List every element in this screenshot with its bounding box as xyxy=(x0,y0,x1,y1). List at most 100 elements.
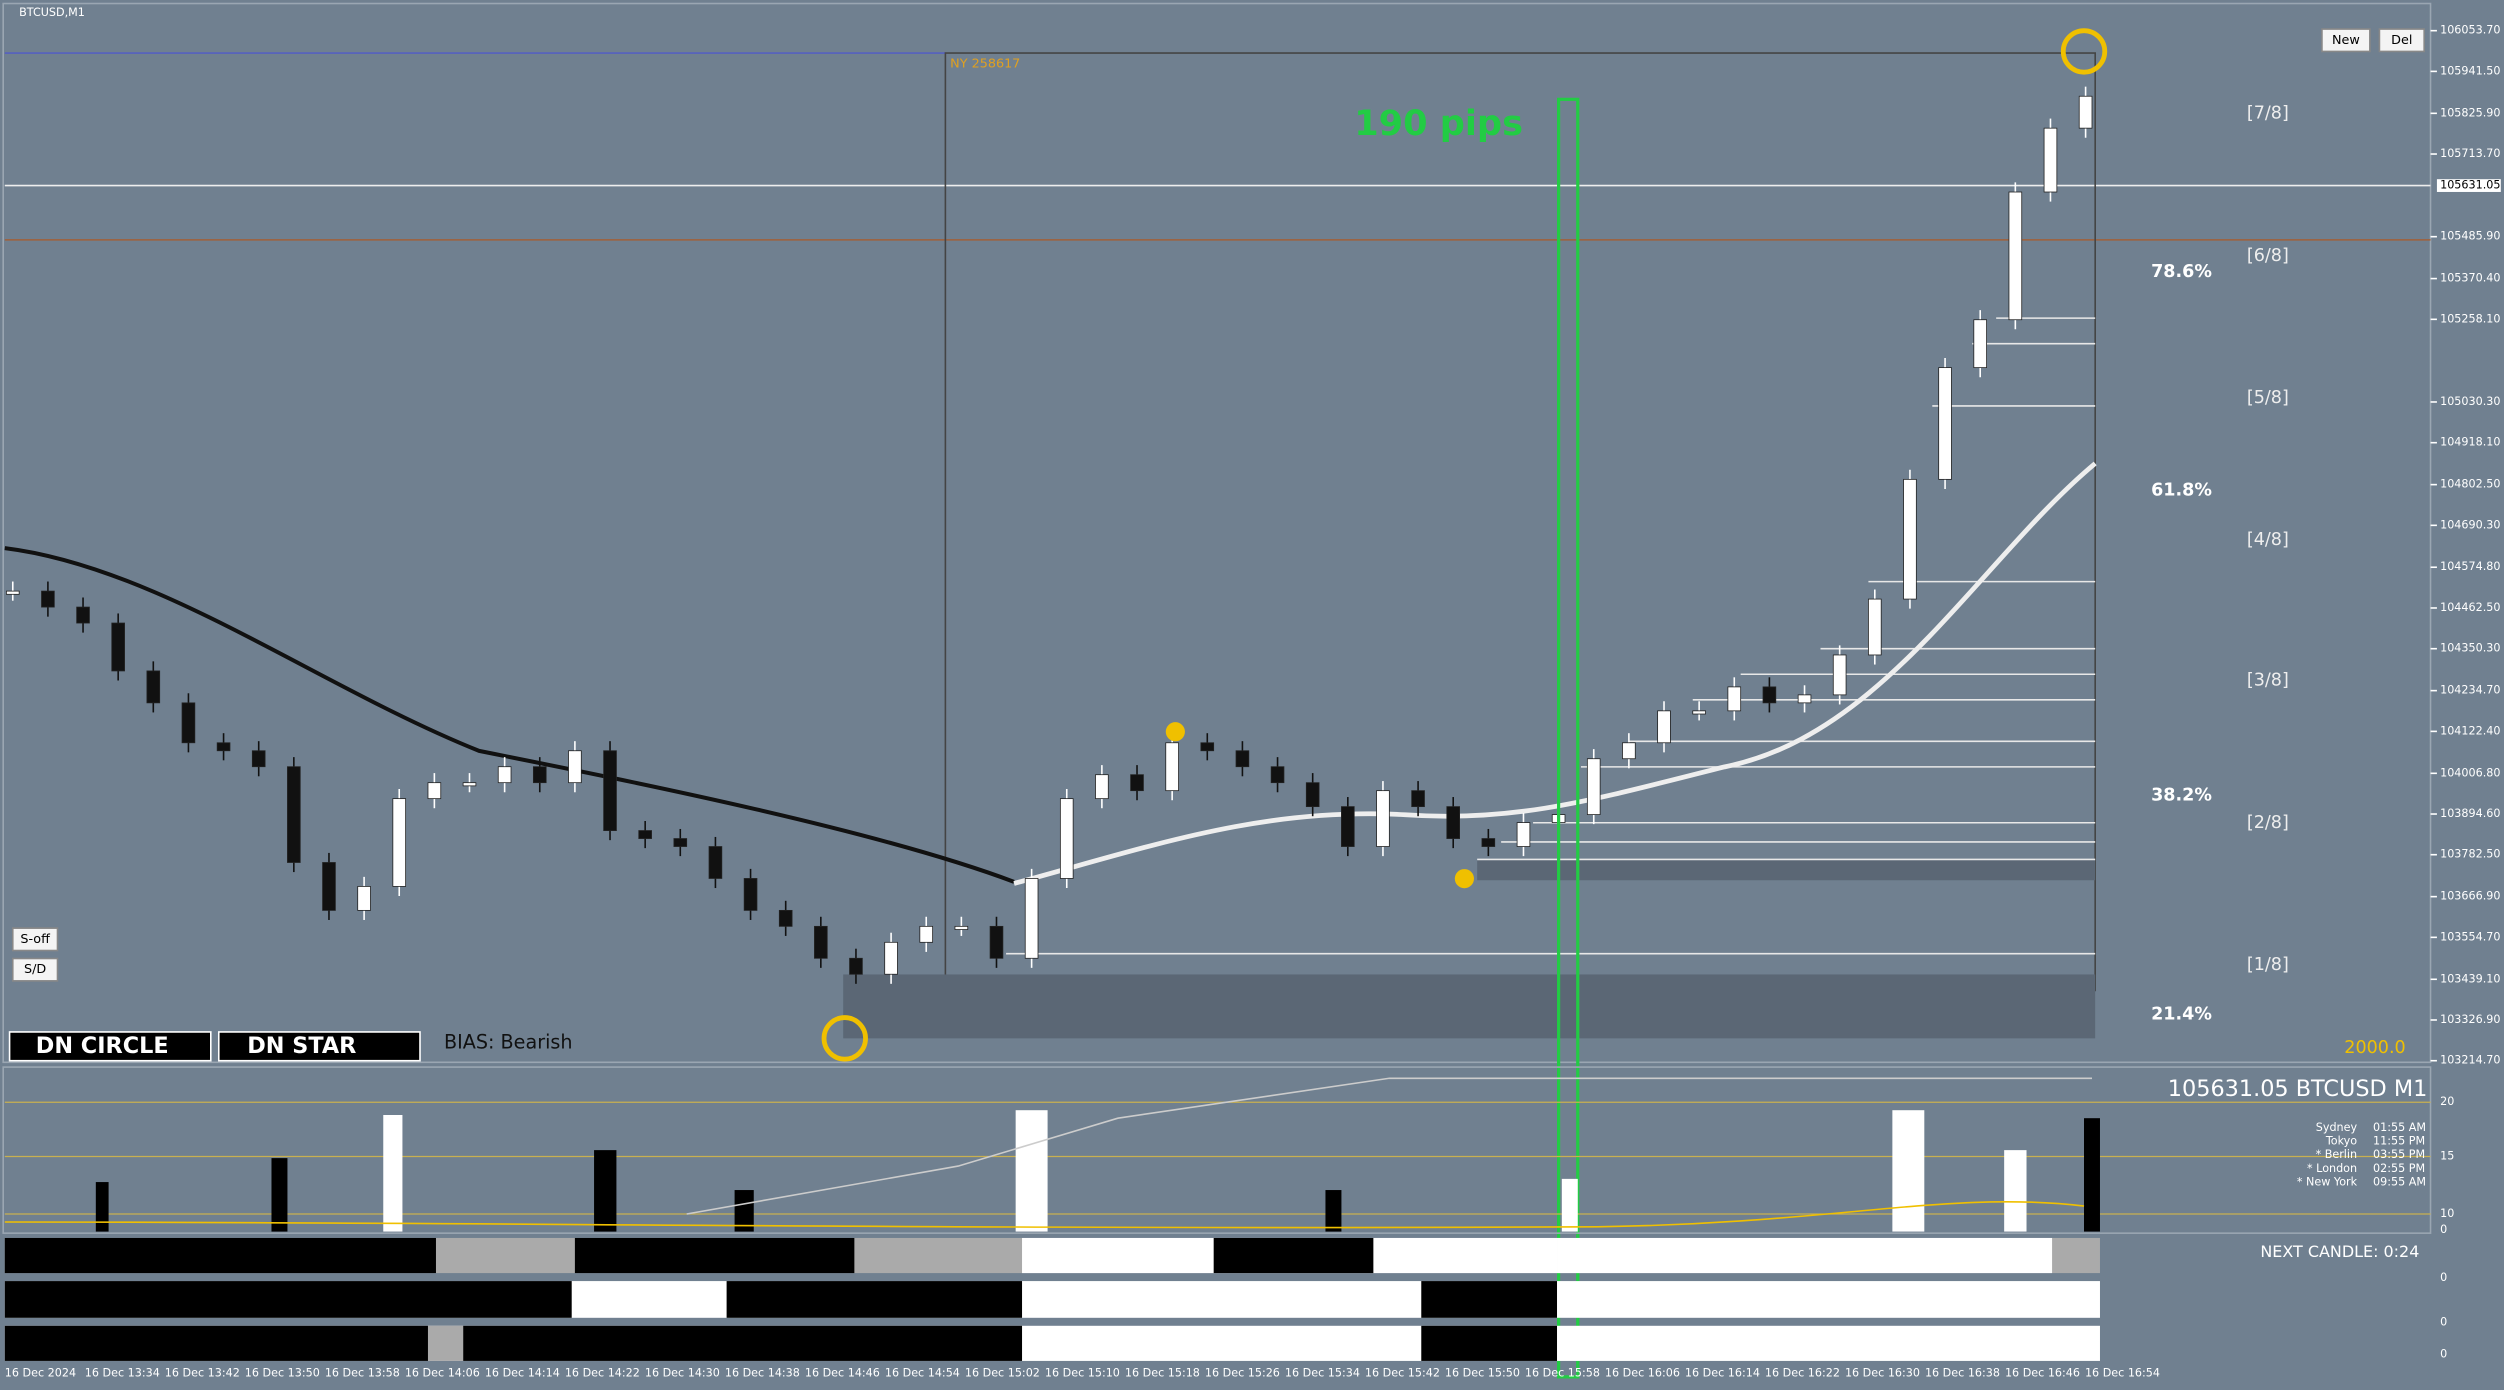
candle xyxy=(778,909,793,927)
candle xyxy=(532,766,547,784)
x-tick-label: 16 Dec 13:50 xyxy=(245,1367,320,1380)
pips-box xyxy=(1557,97,1580,1379)
volume-average xyxy=(4,1200,2085,1229)
candle xyxy=(5,590,20,595)
indicator-line xyxy=(686,1077,2092,1215)
candle xyxy=(1200,742,1215,752)
candle xyxy=(322,862,336,911)
candle xyxy=(146,670,161,704)
fib-percent: 38.2% xyxy=(2151,786,2212,806)
moving-average xyxy=(4,546,1015,884)
fib-level: [3/8] xyxy=(2247,671,2289,691)
y-tick-label: 104350.30 xyxy=(2440,642,2500,655)
fib-level: [7/8] xyxy=(2247,104,2289,124)
s-off-button[interactable] xyxy=(11,927,59,952)
candle xyxy=(357,886,371,911)
current-price: 105631.05 xyxy=(2440,179,2500,192)
candle xyxy=(392,798,407,887)
fib-level: [1/8] xyxy=(2247,955,2289,975)
y-tick-label: 104462.50 xyxy=(2440,601,2500,614)
fib-level: [6/8] xyxy=(2247,246,2289,266)
indicator-tick: 0 xyxy=(2440,1223,2447,1236)
candle xyxy=(1165,742,1179,792)
signal-dot xyxy=(1165,722,1185,742)
x-tick-label: 16 Dec 15:50 xyxy=(1445,1367,1520,1380)
session-time: 11:55 PM xyxy=(2373,1135,2425,1148)
candle xyxy=(1586,758,1601,816)
dn-circle: DN CIRCLE xyxy=(36,1033,169,1059)
indicator-tick: 15 xyxy=(2440,1150,2454,1163)
y-tick-label: 105941.50 xyxy=(2440,64,2500,77)
candle xyxy=(1130,774,1144,792)
candle xyxy=(1832,654,1847,696)
y-tick-label: 105485.90 xyxy=(2440,230,2500,243)
y-tick-label: 103782.50 xyxy=(2440,848,2500,861)
session-name: * Berlin xyxy=(2316,1148,2357,1161)
candle xyxy=(2078,95,2093,129)
x-tick-label: 16 Dec 16:38 xyxy=(1925,1367,2000,1380)
candle xyxy=(638,830,652,839)
y-tick-label: 105258.10 xyxy=(2440,312,2500,325)
zone xyxy=(843,974,2096,1039)
del-button-label[interactable]: Del xyxy=(2391,33,2412,48)
candle xyxy=(1446,806,1461,839)
window-title: BTCUSD,M1 xyxy=(19,6,85,19)
indicator-tick: 0 xyxy=(2440,1316,2447,1329)
session-time: 02:55 PM xyxy=(2373,1162,2425,1175)
y-tick-label: 103554.70 xyxy=(2440,930,2500,943)
x-tick-label: 16 Dec 14:54 xyxy=(885,1367,960,1380)
y-tick-label: 104690.30 xyxy=(2440,518,2500,531)
candle xyxy=(76,606,90,624)
candle xyxy=(1727,686,1742,712)
x-tick-label: 16 Dec 16:14 xyxy=(1685,1367,1760,1380)
candle xyxy=(1376,790,1390,847)
star-marker xyxy=(2060,28,2108,75)
candle xyxy=(2043,127,2058,193)
candle xyxy=(849,957,863,975)
y-tick-label: 103214.70 xyxy=(2440,1054,2500,1067)
x-tick-label: 16 Dec 15:34 xyxy=(1285,1367,1360,1380)
y-tick-label: 105030.30 xyxy=(2440,395,2500,408)
x-tick-label: 16 Dec 15:18 xyxy=(1125,1367,1200,1380)
candle xyxy=(462,782,477,787)
candle xyxy=(1341,806,1355,847)
candle xyxy=(1868,598,1882,656)
sd-button[interactable] xyxy=(11,957,59,982)
x-tick-label: 16 Dec 2024 xyxy=(5,1367,76,1380)
signal-dot xyxy=(1454,869,1474,889)
x-tick-label: 16 Dec 15:42 xyxy=(1365,1367,1440,1380)
candle xyxy=(1481,838,1496,847)
candle xyxy=(1938,367,1952,480)
candle xyxy=(1657,710,1671,744)
moving-average xyxy=(1013,461,2097,886)
fib-level-labels: [7/8] [6/8] [5/8] [4/8] [3/8] [2/8] [1/8] xyxy=(2247,104,2289,975)
volume-bars xyxy=(383,1110,2027,1232)
candle xyxy=(919,925,934,943)
dn-star: DN STAR xyxy=(247,1033,356,1059)
candle xyxy=(814,925,828,959)
y-tick-label: 106053.70 xyxy=(2440,24,2500,37)
candle xyxy=(1973,319,1987,369)
y-tick-label: 104574.80 xyxy=(2440,560,2500,573)
x-tick-label: 16 Dec 14:38 xyxy=(725,1367,800,1380)
fib-level: [2/8] xyxy=(2247,813,2289,833)
y-tick-label: 104234.70 xyxy=(2440,684,2500,697)
sd-label[interactable]: S/D xyxy=(24,962,46,977)
x-tick-label: 16 Dec 16:30 xyxy=(1845,1367,1920,1380)
fib-percent: 61.8% xyxy=(2151,481,2212,501)
del-button[interactable] xyxy=(2378,28,2425,53)
session-time: 03:55 PM xyxy=(2373,1148,2425,1161)
x-tick-label: 16 Dec 15:10 xyxy=(1045,1367,1120,1380)
candle xyxy=(497,766,512,784)
x-tick-label: 16 Dec 16:06 xyxy=(1605,1367,1680,1380)
indicator-tick: 20 xyxy=(2440,1095,2454,1108)
x-tick-label: 16 Dec 13:42 xyxy=(165,1367,240,1380)
y-tick-label: 104918.10 xyxy=(2440,436,2500,449)
new-button[interactable] xyxy=(2321,28,2371,53)
s-off-label[interactable]: S-off xyxy=(20,932,51,947)
y-tick-label: 103894.60 xyxy=(2440,807,2500,820)
new-button-label[interactable]: New xyxy=(2332,33,2360,48)
indicator-tick: 0 xyxy=(2440,1348,2447,1361)
candle xyxy=(568,750,582,784)
